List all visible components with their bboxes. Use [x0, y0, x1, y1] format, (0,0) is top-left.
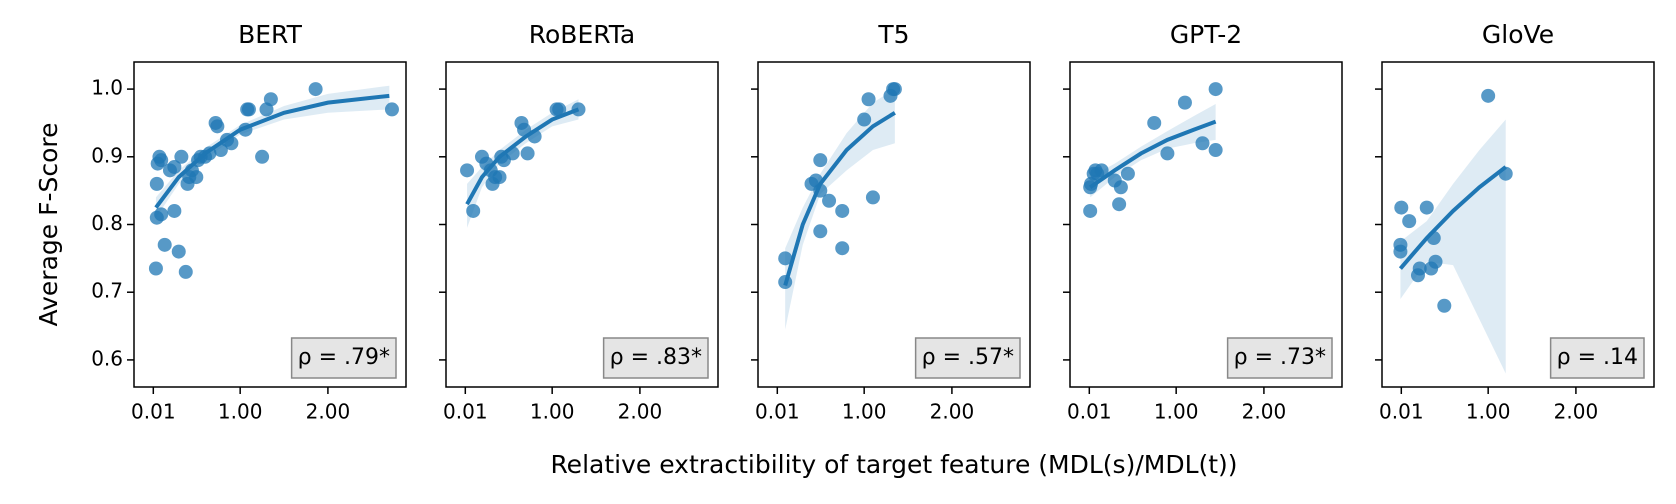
x-tick-label: 1.00 [1466, 400, 1511, 424]
data-point [1160, 146, 1175, 161]
y-tick-label: 0.8 [91, 211, 123, 235]
data-point [167, 203, 182, 218]
annotation: ρ = .14 [1557, 345, 1638, 370]
data-point [384, 102, 399, 117]
confidence-band [785, 89, 895, 330]
data-point [148, 261, 163, 276]
data-point [835, 203, 850, 218]
fit-line [465, 107, 580, 206]
x-tick-label: 2.00 [1554, 400, 1599, 424]
data-point [174, 149, 189, 164]
data-point [460, 163, 475, 178]
data-point [189, 170, 204, 185]
data-point [210, 119, 225, 134]
data-point [857, 112, 872, 127]
data-point [1094, 163, 1109, 178]
x-axis-label: Relative extractibility of target featur… [550, 450, 1237, 479]
x-tick-label: 0.01 [1379, 400, 1424, 424]
fit-line [1089, 119, 1217, 189]
data-point [149, 176, 164, 191]
data-point [178, 264, 193, 279]
data-point [492, 170, 507, 185]
data-point [1120, 166, 1135, 181]
data-point [813, 224, 828, 239]
annotation-box [602, 337, 709, 379]
data-point [241, 102, 256, 117]
x-tick-label: 2.00 [618, 400, 663, 424]
annotation: ρ = .83* [610, 345, 702, 370]
annotation-box [1226, 337, 1333, 379]
x-tick-label: 1.00 [530, 400, 575, 424]
data-point [1437, 298, 1452, 313]
panel-title: T5 [877, 20, 909, 49]
data-point [154, 207, 169, 222]
y-tick-label: 1.0 [91, 76, 123, 100]
data-point [1481, 88, 1496, 103]
data-point [861, 92, 876, 107]
annotation-box [914, 337, 1021, 379]
panel-title: RoBERTa [529, 20, 636, 49]
data-point [887, 82, 902, 97]
data-point [865, 190, 880, 205]
annotation: ρ = .79* [298, 345, 390, 370]
data-point [466, 203, 481, 218]
x-tick-label: 2.00 [1242, 400, 1287, 424]
x-tick-label: 0.01 [443, 400, 488, 424]
data-point [835, 241, 850, 256]
fit-line [1398, 165, 1507, 270]
annotation-box [290, 337, 397, 379]
data-point [263, 92, 278, 107]
x-tick-label: 1.00 [218, 400, 263, 424]
x-tick-label: 0.01 [131, 400, 176, 424]
y-tick-label: 0.7 [91, 279, 123, 303]
data-point [1402, 214, 1417, 229]
data-point [1177, 95, 1192, 110]
x-tick-label: 1.00 [842, 400, 887, 424]
annotation-box [1549, 337, 1645, 379]
fit-line [783, 111, 896, 286]
data-point [1419, 200, 1434, 215]
y-axis-label: Average F-Score [34, 122, 63, 326]
data-point [822, 193, 837, 208]
x-tick-label: 0.01 [755, 400, 800, 424]
data-point [520, 146, 535, 161]
data-point [1208, 82, 1223, 97]
data-point [171, 244, 186, 259]
x-tick-label: 2.00 [306, 400, 351, 424]
data-point [308, 82, 323, 97]
data-point [1195, 136, 1210, 151]
data-point [1412, 261, 1427, 276]
y-tick-label: 0.6 [91, 346, 123, 370]
data-point [1208, 143, 1223, 158]
annotation: ρ = .57* [922, 345, 1014, 370]
panel-title: BERT [238, 20, 302, 49]
data-point [1394, 200, 1409, 215]
annotation: ρ = .73* [1234, 345, 1326, 370]
data-point [167, 159, 182, 174]
confidence-band [1090, 103, 1216, 198]
panel-title: GloVe [1482, 20, 1554, 49]
panel-title: GPT-2 [1170, 20, 1242, 49]
data-point [813, 153, 828, 168]
y-tick-label: 0.9 [91, 143, 123, 167]
fit-line [154, 93, 390, 209]
data-point [1083, 203, 1098, 218]
confidence-band [1400, 119, 1506, 374]
x-tick-label: 2.00 [930, 400, 975, 424]
data-point [154, 153, 169, 168]
data-point [1428, 254, 1443, 269]
data-point [1147, 115, 1162, 130]
data-point [552, 102, 567, 117]
data-point [1113, 180, 1128, 195]
data-point [778, 251, 793, 266]
data-point [157, 237, 172, 252]
x-tick-label: 0.01 [1067, 400, 1112, 424]
data-point [1112, 197, 1127, 212]
data-point [1393, 244, 1408, 259]
data-point [255, 149, 270, 164]
x-tick-label: 1.00 [1154, 400, 1199, 424]
